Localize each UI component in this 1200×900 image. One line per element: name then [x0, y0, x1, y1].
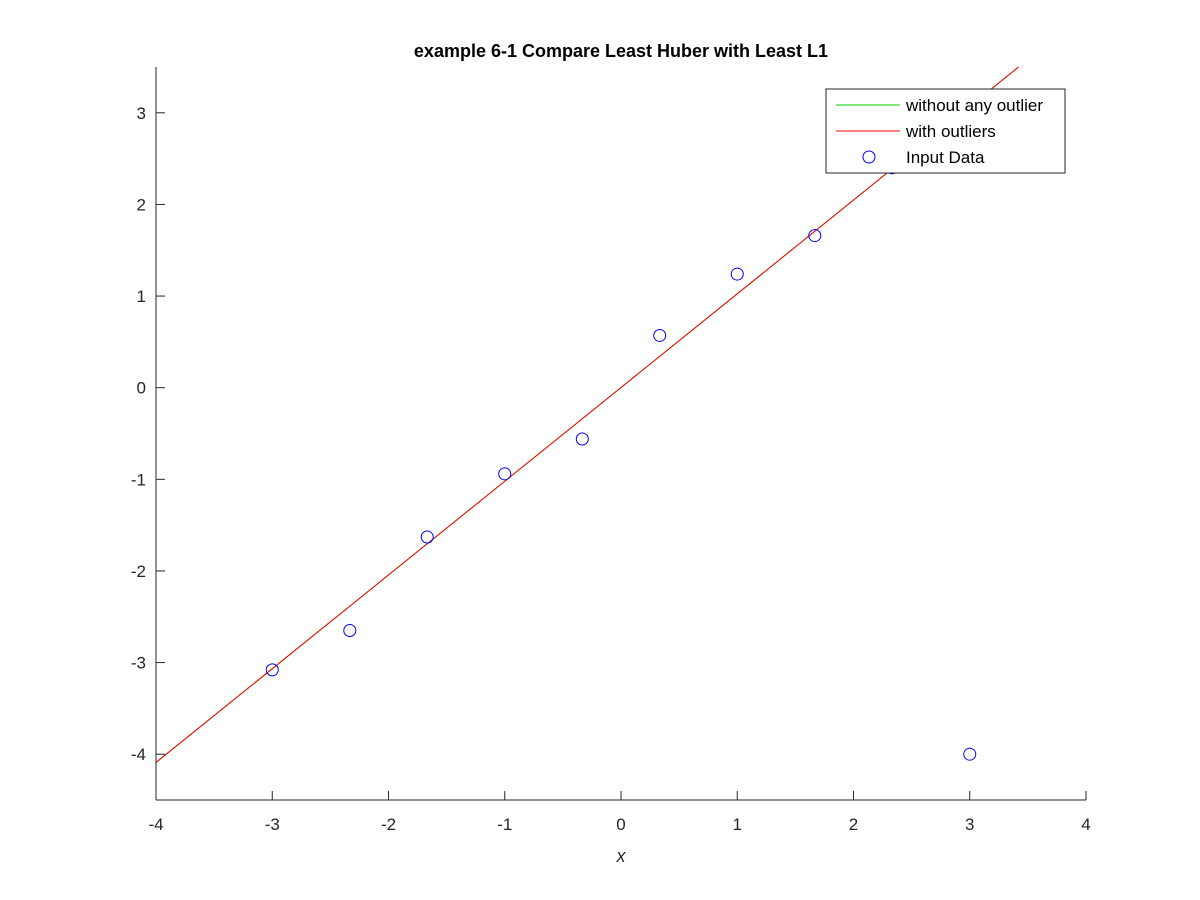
y-tick-label: -4 [131, 745, 146, 764]
data-point [963, 747, 977, 761]
legend-label: with outliers [905, 122, 996, 141]
x-tick-label: -4 [148, 815, 163, 834]
y-tick-label: 0 [137, 379, 146, 398]
data-point [808, 229, 822, 243]
data-point [498, 467, 512, 481]
legend-label: without any outlier [905, 96, 1043, 115]
x-tick-label: 1 [733, 815, 742, 834]
x-tick-label: -1 [497, 815, 512, 834]
x-tick-label: -3 [265, 815, 280, 834]
data-point [730, 267, 744, 281]
x-tick-label: 4 [1081, 815, 1090, 834]
legend-label: Input Data [906, 148, 985, 167]
y-tick-label: -3 [131, 654, 146, 673]
data-point [575, 432, 589, 446]
x-tick-label: -2 [381, 815, 396, 834]
y-tick-label: 2 [137, 195, 146, 214]
data-point [343, 623, 357, 637]
series-line-with-outliers [156, 67, 1019, 763]
legend: without any outlier with outliers Input Da… [825, 88, 1066, 174]
x-tick-label: 2 [849, 815, 858, 834]
y-tick-label: 3 [137, 104, 146, 123]
x-tick-label: 3 [965, 815, 974, 834]
legend-swatch [862, 150, 876, 164]
data-point [420, 530, 434, 544]
axes: -4 -3 -2 -1 0 1 2 3 4 -4 -3 -2 -1 0 1 2 3 [131, 67, 1091, 834]
chart-title: example 6-1 Compare Least Huber with Lea… [414, 41, 828, 61]
y-tick-label: -2 [131, 562, 146, 581]
x-tick-label: 0 [616, 815, 625, 834]
y-tick-label: 1 [137, 287, 146, 306]
y-tick-label: -1 [131, 470, 146, 489]
x-axis-label: x [616, 846, 627, 866]
data-point [265, 663, 279, 677]
plot-series [156, 67, 1019, 763]
data-point [653, 328, 667, 342]
